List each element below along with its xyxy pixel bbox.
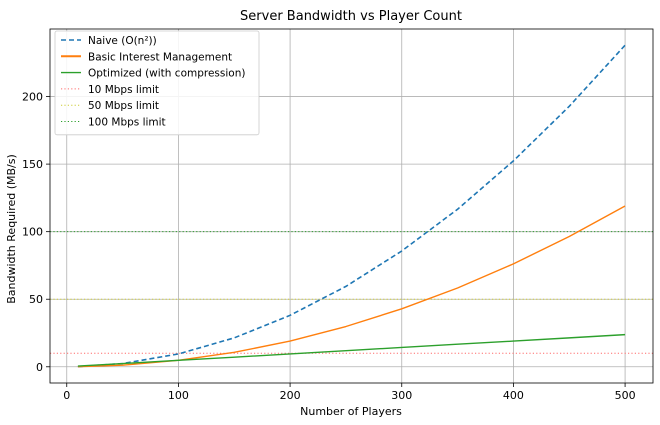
x-tick-label: 200 (280, 389, 301, 402)
x-axis-label: Number of Players (300, 405, 402, 418)
x-tick-label: 400 (503, 389, 524, 402)
legend-label: Optimized (with compression) (88, 68, 245, 80)
x-axis-ticks: 0 100 200 300 400 500 (63, 383, 636, 402)
series-lines (77, 44, 626, 368)
legend-label: 100 Mbps limit (88, 117, 166, 129)
x-tick-label: 300 (391, 389, 412, 402)
chart-title: Server Bandwidth vs Player Count (240, 9, 462, 24)
grid (50, 29, 653, 383)
legend-label: 10 Mbps limit (88, 84, 159, 96)
x-tick-label: 100 (168, 389, 189, 402)
legend-label: 50 Mbps limit (88, 100, 159, 112)
series-line (77, 333, 626, 367)
legend-label: Basic Interest Management (88, 51, 232, 63)
x-tick-label: 500 (615, 389, 636, 402)
legend-label: Naive (O(n²)) (88, 35, 157, 47)
legend-box (54, 30, 260, 136)
y-axis-label: Bandwidth Required (MB/s) (5, 154, 18, 304)
y-tick-label: 50 (29, 293, 43, 306)
y-tick-label: 200 (22, 91, 43, 104)
plot-frame (49, 28, 654, 384)
x-tick-label: 0 (63, 389, 70, 402)
y-tick-label: 0 (36, 361, 43, 374)
y-tick-label: 100 (22, 226, 43, 239)
y-axis-ticks: 0 50 100 150 200 (22, 91, 50, 374)
y-tick-label: 150 (22, 158, 43, 171)
series-line (77, 44, 626, 368)
legend: Naive (O(n²)) Basic Interest Management Op… (54, 30, 260, 136)
